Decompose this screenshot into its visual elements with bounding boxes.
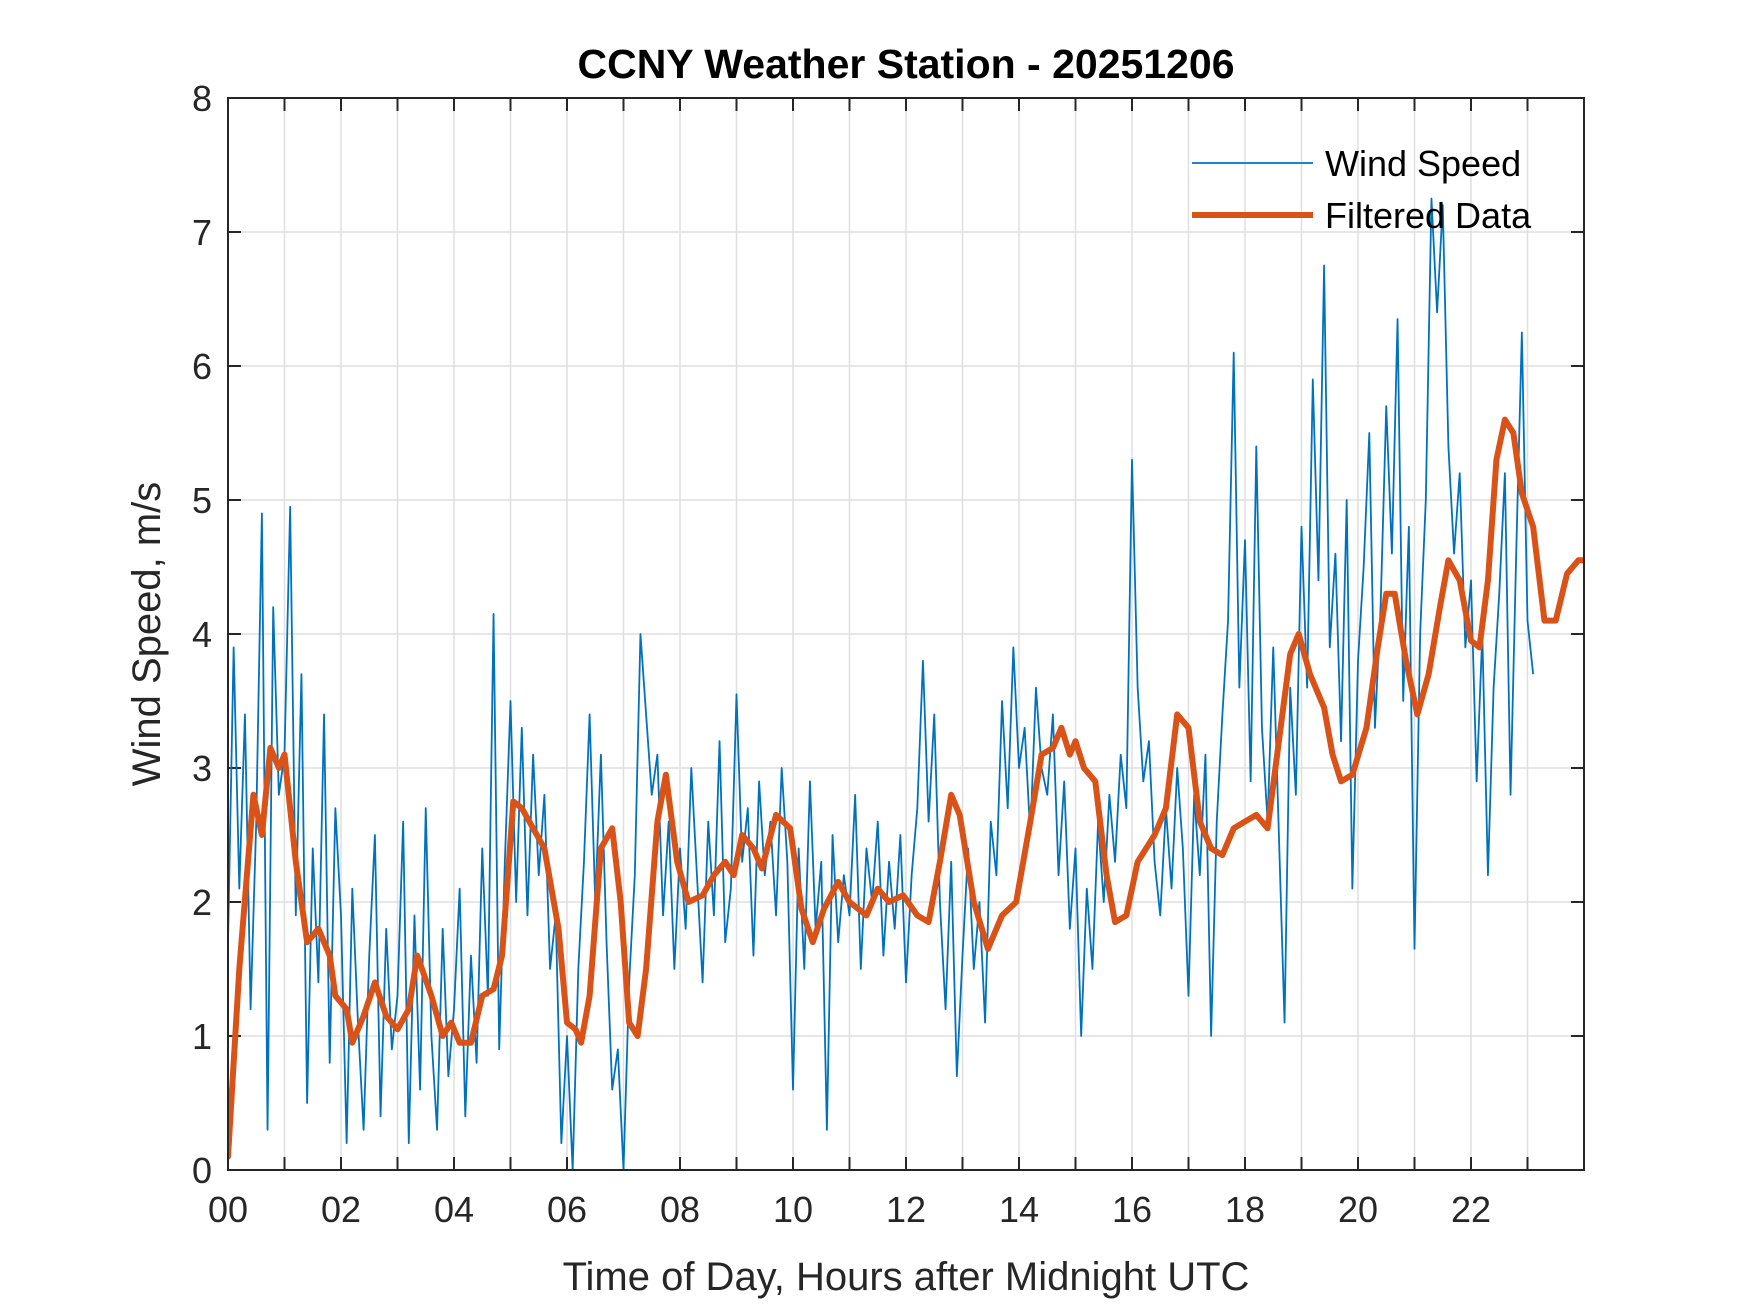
x-tick-label: 20: [1338, 1189, 1378, 1230]
x-tick-label: 22: [1451, 1189, 1491, 1230]
series-group: [228, 197, 1584, 1170]
y-tick-label: 4: [192, 614, 212, 655]
x-tick-label: 16: [1112, 1189, 1152, 1230]
y-axis-label: Wind Speed, m/s: [125, 482, 169, 787]
x-tick-label: 18: [1225, 1189, 1265, 1230]
x-tick-label: 04: [434, 1189, 474, 1230]
y-tick-label: 2: [192, 882, 212, 923]
y-tick-label: 7: [192, 212, 212, 253]
x-tick-label: 14: [999, 1189, 1039, 1230]
x-tick-label: 06: [547, 1189, 587, 1230]
y-tick-label: 5: [192, 480, 212, 521]
y-tick-label: 1: [192, 1016, 212, 1057]
y-tick-label: 8: [192, 78, 212, 119]
x-tick-label: 08: [660, 1189, 700, 1230]
x-tick-label: 02: [321, 1189, 361, 1230]
y-tick-label: 6: [192, 346, 212, 387]
x-tick-label: 12: [886, 1189, 926, 1230]
chart-title: CCNY Weather Station - 20251206: [577, 41, 1234, 87]
legend-label-wind-speed: Wind Speed: [1325, 143, 1521, 184]
x-tick-label: 10: [773, 1189, 813, 1230]
legend: Wind Speed Filtered Data: [1192, 143, 1532, 236]
x-axis-label: Time of Day, Hours after Midnight UTC: [563, 1255, 1250, 1299]
legend-label-filtered-data: Filtered Data: [1325, 195, 1532, 236]
axes-box: [227, 97, 1585, 1171]
y-tick-label: 3: [192, 748, 212, 789]
filtered-data-line: [228, 416, 1584, 1160]
y-tick-label: 0: [192, 1150, 212, 1191]
x-tick-label: 00: [208, 1189, 248, 1230]
